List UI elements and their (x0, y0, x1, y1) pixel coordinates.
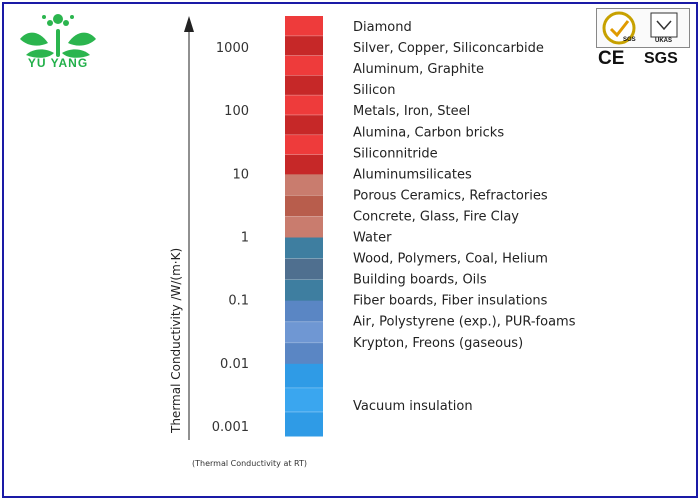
color-band-segment (285, 363, 323, 389)
y-tick-label: 100 (224, 104, 249, 119)
y-tick-label: 1 (241, 231, 249, 246)
material-label: Water (353, 231, 392, 246)
yuyang-logo-icon (20, 14, 96, 58)
material-label: Silicon (353, 83, 395, 98)
y-tick-label: 0.001 (212, 420, 249, 435)
color-band-segment (285, 35, 323, 57)
color-band-segment (285, 174, 323, 196)
color-band-segment (285, 321, 323, 344)
certification-badges: SGS UKAS (596, 8, 690, 48)
color-band-segment (285, 387, 323, 413)
color-band-segment (285, 237, 323, 260)
y-tick-label: 10 (232, 167, 249, 182)
color-band-segment (285, 195, 323, 217)
company-name: YU YANG (27, 56, 89, 70)
material-label: Aluminum, Graphite (353, 62, 484, 77)
color-band-segment (285, 16, 323, 37)
material-label: Aluminumsilicates (353, 167, 472, 182)
material-label: Diamond (353, 20, 412, 35)
color-band-segment (285, 154, 323, 175)
certification-marks: CE SGS (596, 47, 692, 71)
sgs-badge-icon (602, 11, 678, 45)
material-label: Air, Polystyrene (exp.), PUR-foams (353, 315, 576, 330)
color-band-segment (285, 300, 323, 323)
material-labels: Diamond Silver, Copper, Siliconcarbide Alu… (353, 20, 576, 414)
material-label: Silver, Copper, Siliconcarbide (353, 41, 544, 56)
material-label: Building boards, Oils (353, 273, 487, 288)
material-label: Porous Ceramics, Refractories (353, 188, 548, 203)
y-axis-label: Thermal Conductivity /W/(m·K) (169, 248, 183, 434)
footnote: (Thermal Conductivity at RT) (192, 459, 307, 468)
material-label: Metals, Iron, Steel (353, 104, 470, 119)
material-label: Wood, Polymers, Coal, Helium (353, 252, 548, 267)
y-axis-ticks: 1000 100 10 1 0.1 0.01 0.001 (212, 41, 249, 435)
color-band-segment (285, 411, 323, 437)
color-band-segment (285, 279, 323, 302)
conductivity-color-bar (285, 16, 323, 437)
y-axis-arrow-icon (184, 16, 194, 32)
color-band-segment (285, 216, 323, 238)
material-label: Siliconnitride (353, 146, 438, 161)
color-band-segment (285, 55, 323, 76)
material-label: Vacuum insulation (353, 399, 473, 414)
ce-mark: CE (598, 48, 625, 69)
sgs-mark: SGS (644, 50, 678, 67)
material-label: Concrete, Glass, Fire Clay (353, 209, 519, 224)
color-band-segment (285, 134, 323, 156)
sgs-badge-label: SGS (623, 37, 636, 43)
ukas-badge-label: UKAS (655, 38, 673, 44)
material-label: Krypton, Freons (gaseous) (353, 336, 523, 351)
material-label: Fiber boards, Fiber insulations (353, 294, 548, 309)
color-band-segment (285, 258, 323, 281)
y-tick-label: 0.1 (228, 294, 249, 309)
y-tick-label: 1000 (216, 41, 249, 56)
color-band-segment (285, 342, 323, 365)
color-band-segment (285, 95, 323, 116)
color-band-segment (285, 114, 323, 136)
y-tick-label: 0.01 (220, 357, 249, 372)
material-label: Alumina, Carbon bricks (353, 125, 504, 140)
color-band-segment (285, 75, 323, 96)
